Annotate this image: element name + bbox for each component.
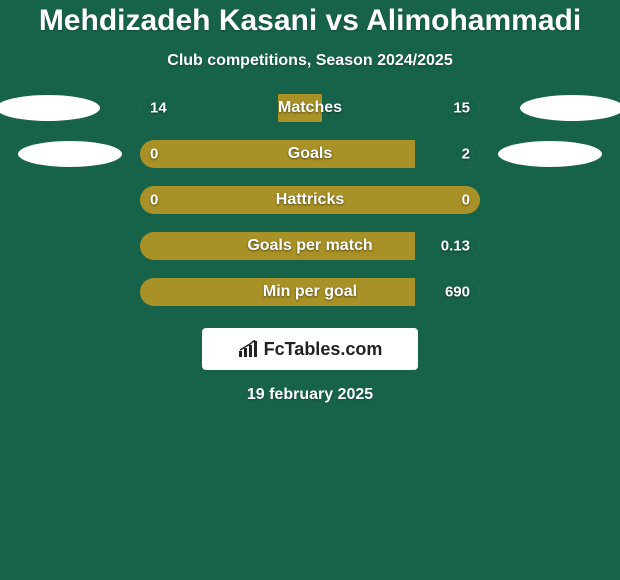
left-oval-slot [18, 95, 122, 121]
page-title: Mehdizadeh Kasani vs Alimohammadi [0, 0, 620, 38]
stat-bar: Goals 0 2 [140, 140, 480, 168]
stat-value-left: 14 [150, 100, 167, 117]
stat-value-right: 0 [462, 192, 470, 209]
bar-fill-right [415, 140, 480, 168]
stat-row: Matches 14 15 [0, 94, 620, 122]
left-oval-slot [18, 279, 122, 305]
stat-bar: Matches 14 15 [140, 94, 480, 122]
stat-value-right: 15 [453, 100, 470, 117]
fctables-logo: FcTables.com [202, 328, 418, 370]
stat-label: Goals [288, 145, 332, 163]
chart-icon [238, 340, 260, 358]
logo-text: FcTables.com [264, 339, 383, 360]
comparison-infographic: Mehdizadeh Kasani vs Alimohammadi Club c… [0, 0, 620, 580]
stat-value-left: 0 [150, 146, 158, 163]
stat-row: Hattricks 0 0 [0, 186, 620, 214]
stat-label: Min per goal [263, 283, 357, 301]
date-text: 19 february 2025 [0, 386, 620, 404]
left-oval-slot [18, 187, 122, 213]
right-oval-slot [498, 279, 602, 305]
stat-value-right: 0.13 [441, 238, 470, 255]
stat-bar: Min per goal 690 [140, 278, 480, 306]
player2-oval [520, 95, 620, 121]
left-oval-slot [18, 141, 122, 167]
stat-value-right: 2 [462, 146, 470, 163]
player1-oval [0, 95, 100, 121]
stat-row: Min per goal 690 [0, 278, 620, 306]
stat-label: Hattricks [276, 191, 344, 209]
stat-row: Goals 0 2 [0, 140, 620, 168]
subtitle: Club competitions, Season 2024/2025 [0, 52, 620, 70]
stat-value-right: 690 [445, 284, 470, 301]
right-oval-slot [498, 95, 602, 121]
left-oval-slot [18, 233, 122, 259]
stat-bar: Goals per match 0.13 [140, 232, 480, 260]
stat-label: Goals per match [247, 237, 372, 255]
stat-label: Matches [278, 99, 342, 117]
right-oval-slot [498, 141, 602, 167]
stat-rows: Matches 14 15 Goals 0 2 Hattricks 0 0 Goals per m… [0, 94, 620, 306]
stat-value-left: 0 [150, 192, 158, 209]
player2-oval [498, 141, 602, 167]
player1-oval [18, 141, 122, 167]
right-oval-slot [498, 233, 602, 259]
stat-bar: Hattricks 0 0 [140, 186, 480, 214]
right-oval-slot [498, 187, 602, 213]
stat-row: Goals per match 0.13 [0, 232, 620, 260]
